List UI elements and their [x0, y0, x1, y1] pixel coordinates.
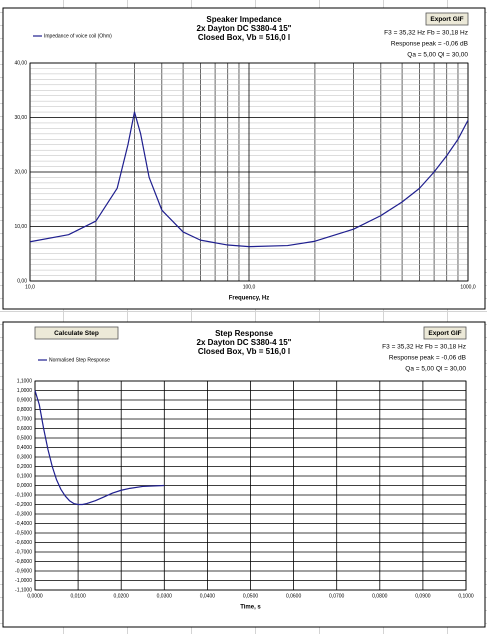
- x-tick-label: 0,0000: [27, 593, 43, 599]
- annotation: Qa = 5,00 Ql = 30,00: [407, 52, 468, 59]
- x-tick-label: 0,0600: [286, 593, 302, 599]
- button[interactable]: Calculate Step: [34, 326, 119, 340]
- y-tick-label: 0,2000: [17, 464, 33, 470]
- button[interactable]: Export GIF: [425, 12, 469, 26]
- button-label[interactable]: Calculate Step: [54, 330, 99, 337]
- annotation: Response peak = -0,06 dB: [389, 355, 466, 362]
- x-tick-label: 100,0: [243, 284, 256, 290]
- y-tick-label: 0,00: [17, 278, 27, 284]
- y-tick-label: 10,00: [14, 224, 27, 230]
- y-tick-label: 20,00: [14, 169, 27, 175]
- x-tick-label: 0,0200: [114, 593, 130, 599]
- y-tick-label: -0,5000: [15, 530, 32, 536]
- y-tick-label: -0,8000: [15, 559, 32, 565]
- x-axis-label: Time, s: [240, 605, 261, 611]
- y-tick-label: 0,1000: [17, 473, 33, 479]
- y-tick-label: -0,2000: [15, 502, 32, 508]
- y-tick-label: -0,7000: [15, 549, 32, 555]
- y-tick-label: -1,1000: [15, 587, 32, 593]
- y-tick-label: -0,1000: [15, 492, 32, 498]
- chart-title: Speaker Impedance: [206, 15, 282, 24]
- button-label[interactable]: Export GIF: [428, 330, 461, 337]
- x-tick-label: 0,0300: [157, 593, 173, 599]
- data-line: [34, 390, 165, 506]
- annotation: F3 = 35,32 Hz Fb = 30,18 Hz: [382, 344, 466, 351]
- chart-title: Step Response: [215, 329, 273, 338]
- x-tick-label: 1000,0: [460, 284, 476, 290]
- x-tick-label: 0,0700: [329, 593, 345, 599]
- x-axis-label: Frequency, Hz: [229, 296, 270, 302]
- legend-label: Impedance of voice coil (Ohm): [44, 33, 112, 39]
- chart-subtitle: 2x Dayton DC S380-4 15": [197, 338, 292, 347]
- button-face[interactable]: [34, 326, 119, 340]
- y-tick-label: 0,6000: [17, 426, 33, 432]
- y-tick-label: 30,00: [14, 115, 27, 121]
- button-face[interactable]: [423, 326, 467, 340]
- x-tick-label: 0,0500: [243, 593, 259, 599]
- y-tick-label: 1,1000: [17, 378, 33, 384]
- y-tick-label: 0,9000: [17, 397, 33, 403]
- button-face[interactable]: [425, 12, 469, 26]
- y-tick-label: 40,00: [14, 60, 27, 66]
- y-tick-label: 0,4000: [17, 445, 33, 451]
- annotation: Qa = 5,00 Ql = 30,00: [405, 366, 466, 373]
- x-tick-label: 0,0400: [200, 593, 216, 599]
- x-tick-label: 0,0900: [415, 593, 431, 599]
- x-tick-label: 0,0100: [70, 593, 86, 599]
- chart-subtitle: 2x Dayton DC S380-4 15": [197, 24, 292, 33]
- chart-subtitle: Closed Box, Vb = 516,0 l: [198, 33, 290, 42]
- button-label[interactable]: Export GIF: [430, 16, 463, 23]
- button[interactable]: Export GIF: [423, 326, 467, 340]
- legend-label: Normalised Step Response: [49, 357, 110, 363]
- y-tick-label: -0,9000: [15, 568, 32, 574]
- x-tick-label: 0,1000: [458, 593, 474, 599]
- y-tick-label: 0,7000: [17, 416, 33, 422]
- y-tick-label: 1,0000: [17, 388, 33, 394]
- y-tick-label: -0,3000: [15, 511, 32, 517]
- annotation: Response peak = -0,06 dB: [391, 41, 468, 48]
- y-tick-label: -0,4000: [15, 521, 32, 527]
- x-tick-label: 10,0: [25, 284, 35, 290]
- y-tick-label: 0,5000: [17, 435, 33, 441]
- y-tick-label: 0,8000: [17, 407, 33, 413]
- y-tick-label: 0,3000: [17, 454, 33, 460]
- data-line: [29, 111, 469, 248]
- x-tick-label: 0,0800: [372, 593, 388, 599]
- chart-subtitle: Closed Box, Vb = 516,0 l: [198, 347, 290, 356]
- y-tick-label: 0,0000: [17, 483, 33, 489]
- y-tick-label: -0,6000: [15, 540, 32, 546]
- y-tick-label: -1,0000: [15, 578, 32, 584]
- annotation: F3 = 35,32 Hz Fb = 30,18 Hz: [384, 30, 468, 37]
